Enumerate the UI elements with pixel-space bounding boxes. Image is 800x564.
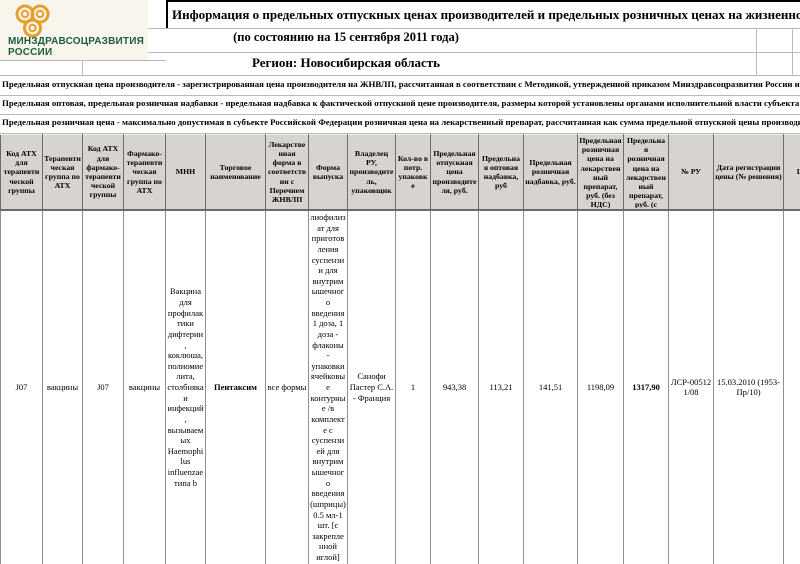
note-max-retail-price: Предельная розничная цена - максимально … (0, 114, 800, 134)
column-header-ru-holder: Владелец РУ, производитель, упаковщик (348, 135, 396, 211)
cell-max-retail-markup: 141,51 (524, 210, 578, 564)
gridline (148, 52, 800, 53)
ministry-country: РОССИИ (8, 47, 52, 58)
column-header-trade-name: Торговое наименование (206, 135, 266, 211)
region-label: Регион: Новосибирская область (166, 55, 526, 71)
page-title: Информация о предельных отпускных ценах … (166, 0, 800, 29)
column-header-ru-number: № РУ (669, 135, 714, 211)
note-max-manufacturer-price: Предельная отпускная цена производителя … (0, 76, 800, 96)
cell-therapeutic-group: вакцины (43, 210, 83, 564)
cell-ru-holder: Санофи Пастер С.А. - Франция (348, 210, 396, 564)
cell-inn: Вакцина для профилактики дифтерии, коклю… (166, 210, 206, 564)
ministry-logo: МИНЗДРАВСОЦРАЗВИТИЯ РОССИИ (0, 0, 148, 60)
column-header-atx-code-pharmaco: Код АТХ для фармако-терапевтической груп… (83, 135, 124, 211)
cell-max-retail-price-vat: 1317,90 (624, 210, 669, 564)
column-header-registration-date: Дата регистрации цены (№ решения) (714, 135, 784, 211)
gridline (756, 28, 757, 75)
cell-dosage-form: все формы (266, 210, 309, 564)
cell-qty-per-pack: 1 (396, 210, 431, 564)
column-header-therapeutic-group: Терапевтическая группа по АТХ (43, 135, 83, 211)
cell-release-form: лиофилизат для приготовления суспензии д… (309, 210, 348, 564)
cell-max-retail-price-no-vat: 1198,09 (578, 210, 624, 564)
column-header-atx-code-therapeutic: Код АТХ для терапевтической группы (1, 135, 43, 211)
gridline (82, 60, 83, 76)
column-header-inn: МНН (166, 135, 206, 211)
table-row: J07 вакцины J07 вакцины Вакцина для проф… (1, 210, 800, 564)
cell-pharmaco-group: вакцины (124, 210, 166, 564)
column-header-max-retail-price-vat: Предельная розничная цена на лекарственн… (624, 135, 669, 211)
gridline (0, 60, 166, 61)
cell-max-wholesale-markup: 113,21 (479, 210, 524, 564)
ministry-name: МИНЗДРАВСОЦРАЗВИТИЯ (8, 36, 144, 47)
column-header-dosage-form: Лекарственная форма в соответствии с Пер… (266, 135, 309, 211)
column-header-max-manufacturer-price: Предельная отпускная цена производителя,… (431, 135, 479, 211)
cell-barcode: 3,6 (784, 210, 800, 564)
gridline (792, 28, 793, 75)
note-max-markups: Предельная оптовая, предельная розничная… (0, 95, 800, 115)
cell-trade-name: Пентаксим (206, 210, 266, 564)
header-row: Код АТХ для терапевтической группы Терап… (1, 135, 800, 211)
cell-registration-date: 15.03.2010 (1953-Пр/10) (714, 210, 784, 564)
column-header-max-wholesale-markup: Предельная оптовая надбавка, руб (479, 135, 524, 211)
cell-atx-code-therapeutic: J07 (1, 210, 43, 564)
cell-max-manufacturer-price: 943,38 (431, 210, 479, 564)
as-of-date: (по состоянию на 15 сентября 2011 года) (166, 30, 526, 45)
cell-ru-number: ЛСР-005121/08 (669, 210, 714, 564)
column-header-qty-per-pack: Кол-во в потр. упаковке (396, 135, 431, 211)
column-header-pharmaco-group: Фармако-терапевтическая группа по АТХ (124, 135, 166, 211)
column-header-max-retail-markup: Предельная розничная надбавка, руб. (524, 135, 578, 211)
column-header-max-retail-price-no-vat: Предельная розничная цена на лекарственн… (578, 135, 624, 211)
gridline (148, 28, 800, 29)
column-header-barcode: Штрих-код (EAN) (784, 135, 800, 211)
cell-atx-code-pharmaco: J07 (83, 210, 124, 564)
column-header-release-form: Форма выпуска (309, 135, 348, 211)
price-table: Код АТХ для терапевтической группы Терап… (0, 134, 800, 564)
